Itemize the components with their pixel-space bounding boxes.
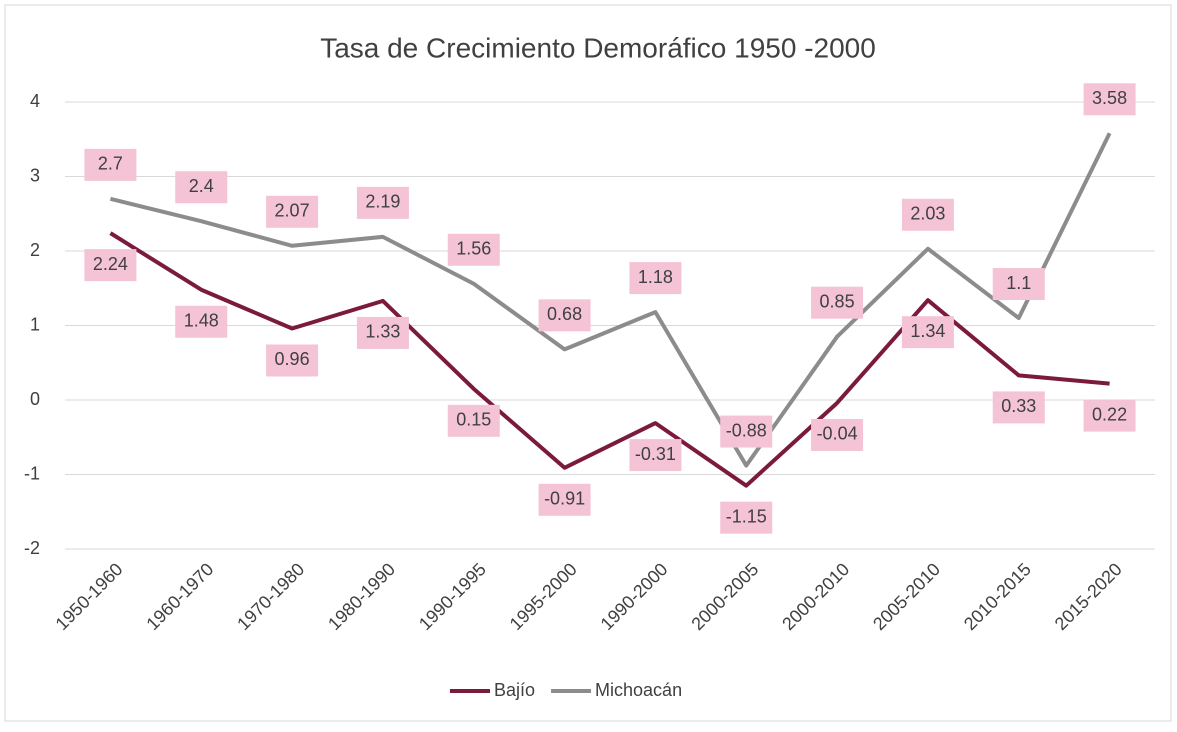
data-label-box — [175, 305, 228, 338]
y-tick-label: -2 — [24, 538, 40, 558]
data-label-box — [175, 171, 228, 204]
data-label-text: 0.68 — [547, 304, 582, 324]
data-label-text: 2.07 — [275, 201, 310, 221]
data-label-text: -0.04 — [817, 424, 858, 444]
data-label-box — [720, 415, 773, 448]
y-tick-label: 2 — [30, 240, 40, 260]
data-label-box — [811, 418, 864, 451]
data-label: 1.48 — [175, 305, 228, 338]
data-label: 1.34 — [901, 316, 954, 349]
data-label-text: 0.96 — [275, 349, 310, 369]
data-label: 2.07 — [266, 195, 319, 228]
data-label-box — [447, 404, 500, 437]
data-label-text: 2.19 — [365, 192, 400, 212]
data-label-box — [1083, 83, 1136, 116]
data-label: 2.4 — [175, 171, 228, 204]
data-label-text: 0.85 — [820, 291, 855, 311]
data-label-text: 3.58 — [1092, 88, 1127, 108]
data-label-box — [84, 148, 137, 181]
data-label: 1.33 — [356, 316, 409, 349]
data-label-box — [992, 391, 1045, 424]
data-label-box — [901, 316, 954, 349]
data-label-box — [84, 249, 137, 282]
chart-border — [4, 4, 1172, 722]
data-label-box — [901, 198, 954, 231]
y-tick-label: -1 — [24, 463, 40, 483]
y-tick-label: 4 — [30, 91, 40, 111]
data-label-text: 0.33 — [1001, 396, 1036, 416]
data-label-box — [992, 268, 1045, 301]
data-label-text: 1.1 — [1006, 273, 1031, 293]
data-label: -0.04 — [811, 418, 864, 451]
data-label: -1.15 — [720, 501, 773, 534]
data-label: 1.18 — [629, 262, 682, 295]
data-label-box — [720, 501, 773, 534]
data-label: 0.15 — [447, 404, 500, 437]
y-tick-label: 0 — [30, 389, 40, 409]
data-label-text: 2.03 — [910, 204, 945, 224]
data-label: -0.31 — [629, 439, 682, 472]
data-label: 0.22 — [1083, 399, 1136, 432]
data-label-text: -0.31 — [635, 444, 676, 464]
data-label-text: 1.48 — [184, 310, 219, 330]
data-label-box — [1083, 399, 1136, 432]
series-line — [109, 132, 1112, 468]
data-label-box — [266, 195, 319, 228]
data-label-box — [447, 233, 500, 266]
data-label: -0.91 — [538, 483, 591, 516]
data-label: 1.56 — [447, 233, 500, 266]
data-label: 3.58 — [1083, 83, 1136, 116]
data-label-text: 0.22 — [1092, 404, 1127, 424]
data-label-box — [629, 439, 682, 472]
legend-label: Bajío — [494, 680, 535, 700]
data-label-text: 0.15 — [456, 410, 491, 430]
data-label: 2.24 — [84, 249, 137, 282]
legend-label: Michoacán — [595, 680, 682, 700]
data-label: 0.33 — [992, 391, 1045, 424]
data-label: 0.85 — [811, 286, 864, 319]
data-label-text: -0.91 — [544, 489, 585, 509]
data-label-box — [266, 344, 319, 377]
data-label: 2.03 — [901, 198, 954, 231]
data-label-text: 2.4 — [189, 176, 214, 196]
data-label-box — [356, 186, 409, 219]
data-label-text: 1.18 — [638, 267, 673, 287]
series-line — [109, 231, 1110, 488]
data-label-box — [811, 286, 864, 319]
data-label-text: 1.34 — [910, 321, 945, 341]
data-label: 0.68 — [538, 299, 591, 332]
data-label-text: 1.56 — [456, 239, 491, 259]
data-label-box — [538, 483, 591, 516]
data-label: 1.1 — [992, 268, 1045, 301]
data-label-box — [629, 262, 682, 295]
data-label-text: -0.88 — [726, 420, 767, 440]
y-tick-label: 3 — [30, 165, 40, 185]
data-label-text: -1.15 — [726, 506, 767, 526]
data-label: -0.88 — [720, 415, 773, 448]
y-tick-label: 1 — [30, 314, 40, 334]
chart-title: Tasa de Crecimiento Demoráfico 1950 -200… — [320, 32, 876, 63]
data-label: 2.19 — [356, 186, 409, 219]
data-label-text: 1.33 — [365, 322, 400, 342]
data-label: 2.7 — [84, 148, 137, 181]
data-label-box — [356, 316, 409, 349]
data-label-box — [538, 299, 591, 332]
data-label-text: 2.7 — [98, 154, 123, 174]
data-label-text: 2.24 — [93, 254, 128, 274]
data-label: 0.96 — [266, 344, 319, 377]
